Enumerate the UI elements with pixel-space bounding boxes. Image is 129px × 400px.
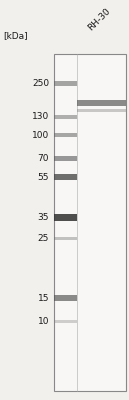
Bar bbox=[77, 109, 126, 112]
Bar bbox=[54, 214, 77, 221]
Text: 100: 100 bbox=[32, 131, 49, 140]
Text: 25: 25 bbox=[38, 234, 49, 243]
Bar bbox=[77, 100, 126, 106]
Text: [kDa]: [kDa] bbox=[3, 32, 28, 41]
Text: 10: 10 bbox=[38, 317, 49, 326]
Bar bbox=[54, 54, 126, 392]
Text: 130: 130 bbox=[32, 112, 49, 121]
Text: 55: 55 bbox=[38, 172, 49, 182]
Text: 70: 70 bbox=[38, 154, 49, 163]
Bar bbox=[54, 134, 77, 138]
Bar bbox=[54, 174, 77, 180]
Text: 15: 15 bbox=[38, 294, 49, 302]
Bar bbox=[54, 115, 77, 118]
Bar bbox=[54, 236, 77, 240]
Bar bbox=[54, 320, 77, 323]
Bar bbox=[54, 296, 77, 300]
Bar bbox=[54, 81, 77, 86]
Text: RH-30: RH-30 bbox=[86, 6, 112, 32]
Text: 250: 250 bbox=[32, 79, 49, 88]
Text: 35: 35 bbox=[38, 213, 49, 222]
Bar bbox=[54, 156, 77, 160]
